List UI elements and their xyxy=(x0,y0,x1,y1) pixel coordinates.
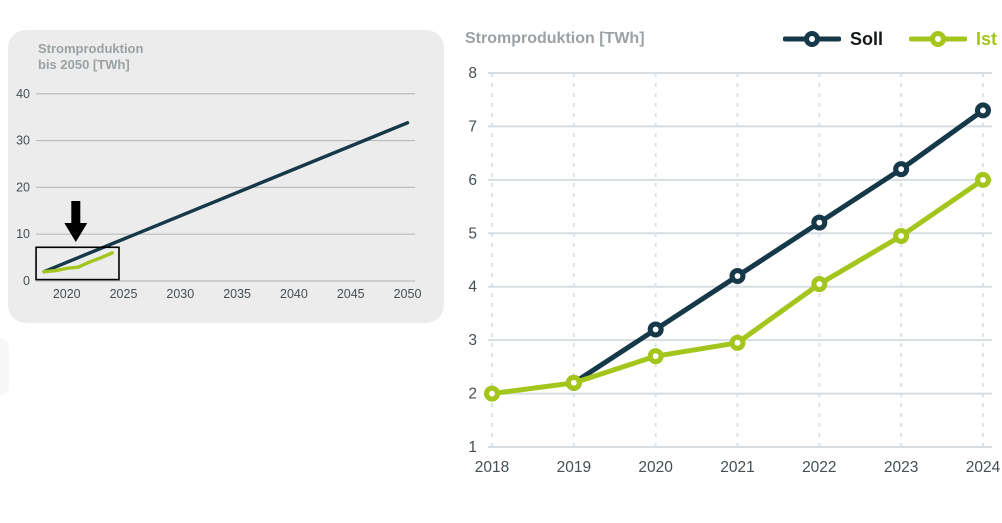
svg-text:20: 20 xyxy=(16,180,30,194)
svg-text:3: 3 xyxy=(468,332,477,349)
soll-line-marker-icon xyxy=(782,31,841,47)
svg-text:0: 0 xyxy=(23,274,30,288)
svg-text:2023: 2023 xyxy=(884,459,918,476)
svg-text:2025: 2025 xyxy=(110,287,138,301)
svg-text:2: 2 xyxy=(468,386,477,403)
overview-chart-card: Stromproduktion bis 2050 [TWh] 0 10 20 30 40… xyxy=(8,30,444,323)
svg-text:2050: 2050 xyxy=(394,287,422,301)
svg-text:2040: 2040 xyxy=(280,287,308,301)
detail-chart-title: Stromproduktion [TWh] xyxy=(465,30,645,47)
svg-text:1: 1 xyxy=(468,439,477,456)
svg-text:4: 4 xyxy=(468,279,477,296)
overview-chart-title-line2: bis 2050 [TWh] xyxy=(38,57,130,72)
svg-text:2022: 2022 xyxy=(802,459,836,476)
detail-chart: 1 2 3 4 5 6 7 8 2018 2019 2020 2021 2022 2023 2024 xyxy=(468,65,1000,476)
svg-text:10: 10 xyxy=(16,227,30,241)
svg-text:2020: 2020 xyxy=(53,287,81,301)
legend-label-ist: Ist xyxy=(975,28,997,49)
svg-text:2021: 2021 xyxy=(720,459,754,476)
svg-text:5: 5 xyxy=(468,225,477,242)
svg-text:2024: 2024 xyxy=(966,459,1000,476)
legend: Soll Ist xyxy=(782,28,997,50)
svg-text:2045: 2045 xyxy=(337,287,365,301)
svg-text:2035: 2035 xyxy=(223,287,251,301)
svg-text:8: 8 xyxy=(468,65,477,82)
overview-chart-title-line1: Stromproduktion xyxy=(38,41,144,56)
svg-text:2020: 2020 xyxy=(638,459,673,476)
legend-label-soll: Soll xyxy=(849,28,883,49)
svg-text:30: 30 xyxy=(16,134,30,148)
legend-item-ist: Ist xyxy=(908,28,997,50)
svg-text:2018: 2018 xyxy=(475,459,509,476)
detail-chart-header: Stromproduktion [TWh] Soll Ist xyxy=(465,24,997,54)
cropped-card-edge xyxy=(0,338,9,396)
ist-line-marker-icon xyxy=(908,31,967,47)
svg-text:6: 6 xyxy=(468,172,477,189)
svg-text:7: 7 xyxy=(468,118,477,135)
legend-item-soll: Soll xyxy=(782,28,883,50)
svg-text:2030: 2030 xyxy=(166,287,194,301)
svg-text:2019: 2019 xyxy=(557,459,591,476)
svg-text:40: 40 xyxy=(16,87,30,101)
overview-chart-title: Stromproduktion bis 2050 [TWh] xyxy=(38,41,143,73)
